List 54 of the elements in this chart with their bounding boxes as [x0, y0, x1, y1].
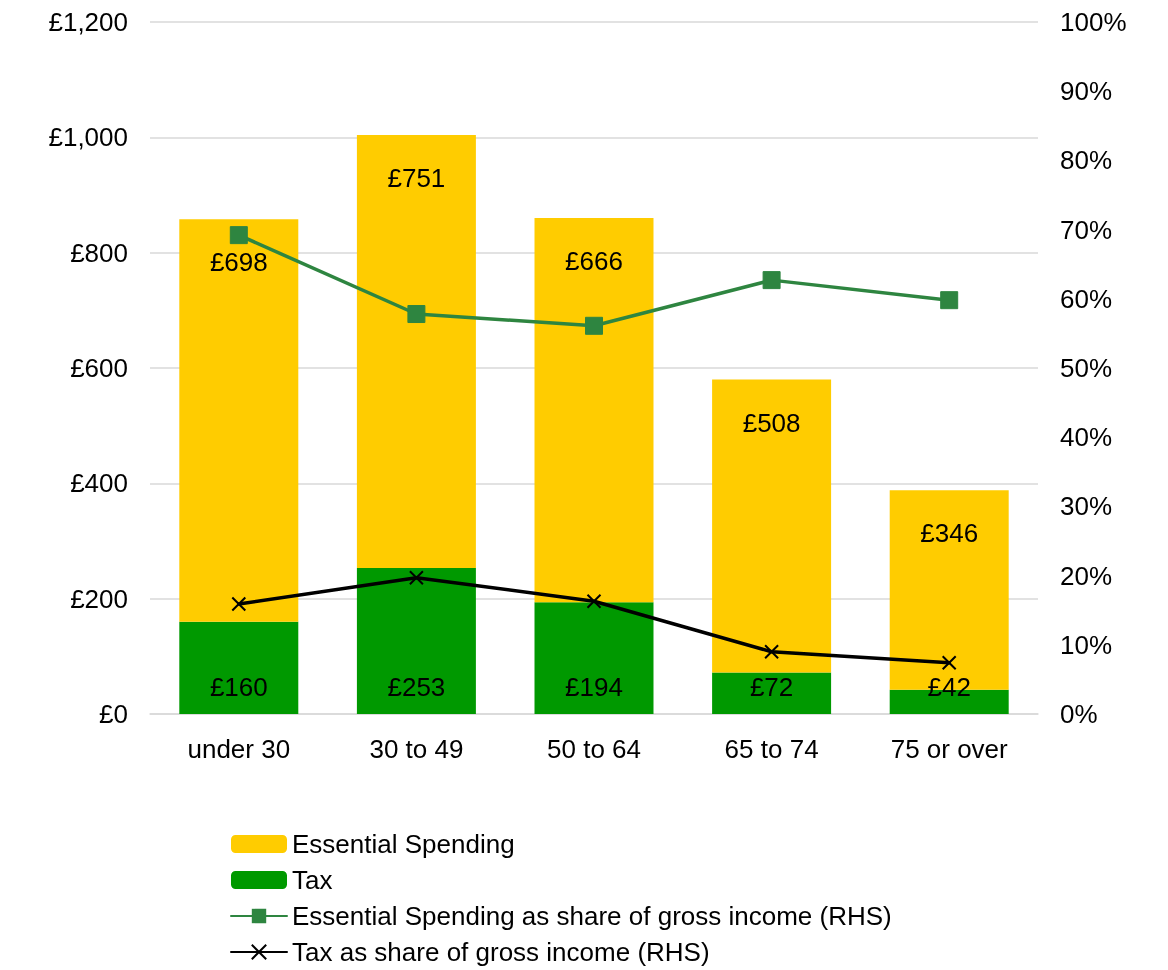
data-label: £346: [920, 518, 979, 549]
x-tick-label: 65 to 74: [724, 734, 819, 764]
y2-tick-label: 70%: [1060, 214, 1113, 245]
bar: [712, 672, 832, 714]
y-tick-label: £1,000: [48, 122, 128, 153]
legend-label: Tax as share of gross income (RHS): [292, 937, 710, 967]
point: [940, 291, 959, 310]
bar: [179, 219, 299, 622]
y-tick-label: £400: [70, 468, 128, 499]
x-tick-label: 75 or over: [890, 734, 1009, 764]
legend-label: Essential Spending: [292, 829, 515, 859]
point: [764, 644, 780, 660]
y2-tick-label: 90%: [1060, 76, 1113, 107]
data-label: £160: [209, 672, 268, 702]
y2-tick-label: 40%: [1060, 422, 1113, 453]
y-tick-label: £0: [99, 699, 128, 729]
y2-tick-label: 100%: [1060, 7, 1127, 37]
data-label: £194: [565, 672, 623, 702]
point: [941, 655, 957, 671]
y-tick-label: £600: [70, 353, 128, 383]
y2-tick-label: 60%: [1060, 283, 1113, 314]
bar: [179, 621, 299, 714]
legend-label: Tax: [292, 865, 333, 895]
y-tick-label: £200: [70, 583, 128, 614]
y2-tick-label: 30%: [1060, 491, 1113, 522]
x-tick-label: under 30: [187, 734, 291, 764]
data-label: £508: [742, 407, 801, 438]
y-tick-label: £1,200: [48, 7, 128, 37]
data-label: £253: [387, 672, 446, 702]
bar: [534, 602, 654, 714]
point: [231, 596, 247, 612]
bar: [534, 218, 654, 603]
data-label: £698: [209, 247, 268, 278]
point: [762, 271, 781, 290]
point: [408, 570, 424, 586]
x-tick-label: 30 to 49: [369, 734, 464, 764]
bar: [712, 379, 832, 673]
legend-label: Essential Spending as share of gross income (RHS): [292, 901, 892, 931]
point: [585, 316, 603, 335]
point: [229, 226, 248, 245]
bar: [356, 568, 476, 714]
data-label: £666: [565, 246, 623, 277]
y2-tick-label: 20%: [1060, 560, 1113, 591]
y2-tick-label: 80%: [1060, 145, 1113, 176]
point: [586, 593, 602, 609]
data-label: £751: [387, 163, 446, 194]
data-label: £72: [749, 672, 794, 702]
y2-tick-label: 0%: [1060, 699, 1098, 729]
x-tick-label: 50 to 64: [547, 734, 641, 764]
bar: [356, 135, 476, 569]
y2-tick-label: 10%: [1060, 629, 1113, 660]
point: [407, 305, 426, 324]
y-tick-label: £800: [70, 237, 128, 268]
y2-tick-label: 50%: [1060, 353, 1113, 383]
